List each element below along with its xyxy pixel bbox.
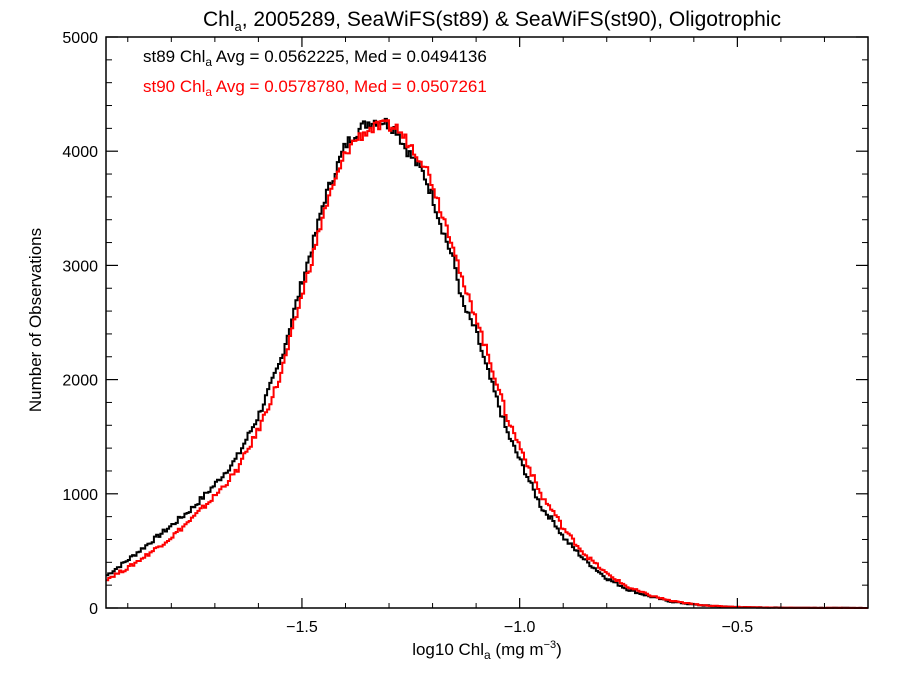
annotations: st89 Chla Avg = 0.0562225, Med = 0.04941… xyxy=(143,47,487,99)
x-axis-label-sup: −3 xyxy=(544,639,557,651)
st90-histogram-line xyxy=(106,119,868,609)
st89-stats-label: st89 Chla Avg = 0.0562225, Med = 0.04941… xyxy=(143,47,487,69)
chart-title: Chla, 2005289, SeaWiFS(st89) & SeaWiFS(s… xyxy=(203,8,781,34)
x-tick-label: −1.5 xyxy=(286,619,318,636)
y-tick-label: 0 xyxy=(89,601,98,618)
x-axis-label-post: (mg m xyxy=(491,640,544,659)
st89-histogram-line xyxy=(106,117,868,609)
x-tick-label: −1.0 xyxy=(504,619,536,636)
chart-title-main: Chl xyxy=(203,8,235,31)
y-tick-label: 4000 xyxy=(62,144,98,161)
y-tick-label: 5000 xyxy=(62,30,98,47)
y-axis-label: Number of Observations xyxy=(26,228,45,412)
axis-ticks: −1.5 −1.0 −0.5 0 1000 2000 3000 4000 5000 xyxy=(62,30,868,636)
x-axis-label-pre: log10 Chl xyxy=(412,640,484,659)
x-axis-label: log10 Chla (mg m−3) xyxy=(412,639,562,662)
x-axis-label-sub: a xyxy=(484,648,491,662)
x-tick-label: −0.5 xyxy=(722,619,754,636)
chart-title-rest: , 2005289, SeaWiFS(st89) & SeaWiFS(st90)… xyxy=(242,8,781,31)
st90-stats-label: st90 Chla Avg = 0.0578780, Med = 0.05072… xyxy=(143,77,487,99)
plot-frame xyxy=(105,36,869,609)
y-tick-label: 3000 xyxy=(62,258,98,275)
x-axis-label-end: ) xyxy=(556,640,562,659)
y-tick-label: 2000 xyxy=(62,373,98,390)
series-layer xyxy=(106,117,868,609)
y-tick-label: 1000 xyxy=(62,487,98,504)
chart-title-sub: a xyxy=(235,19,243,34)
